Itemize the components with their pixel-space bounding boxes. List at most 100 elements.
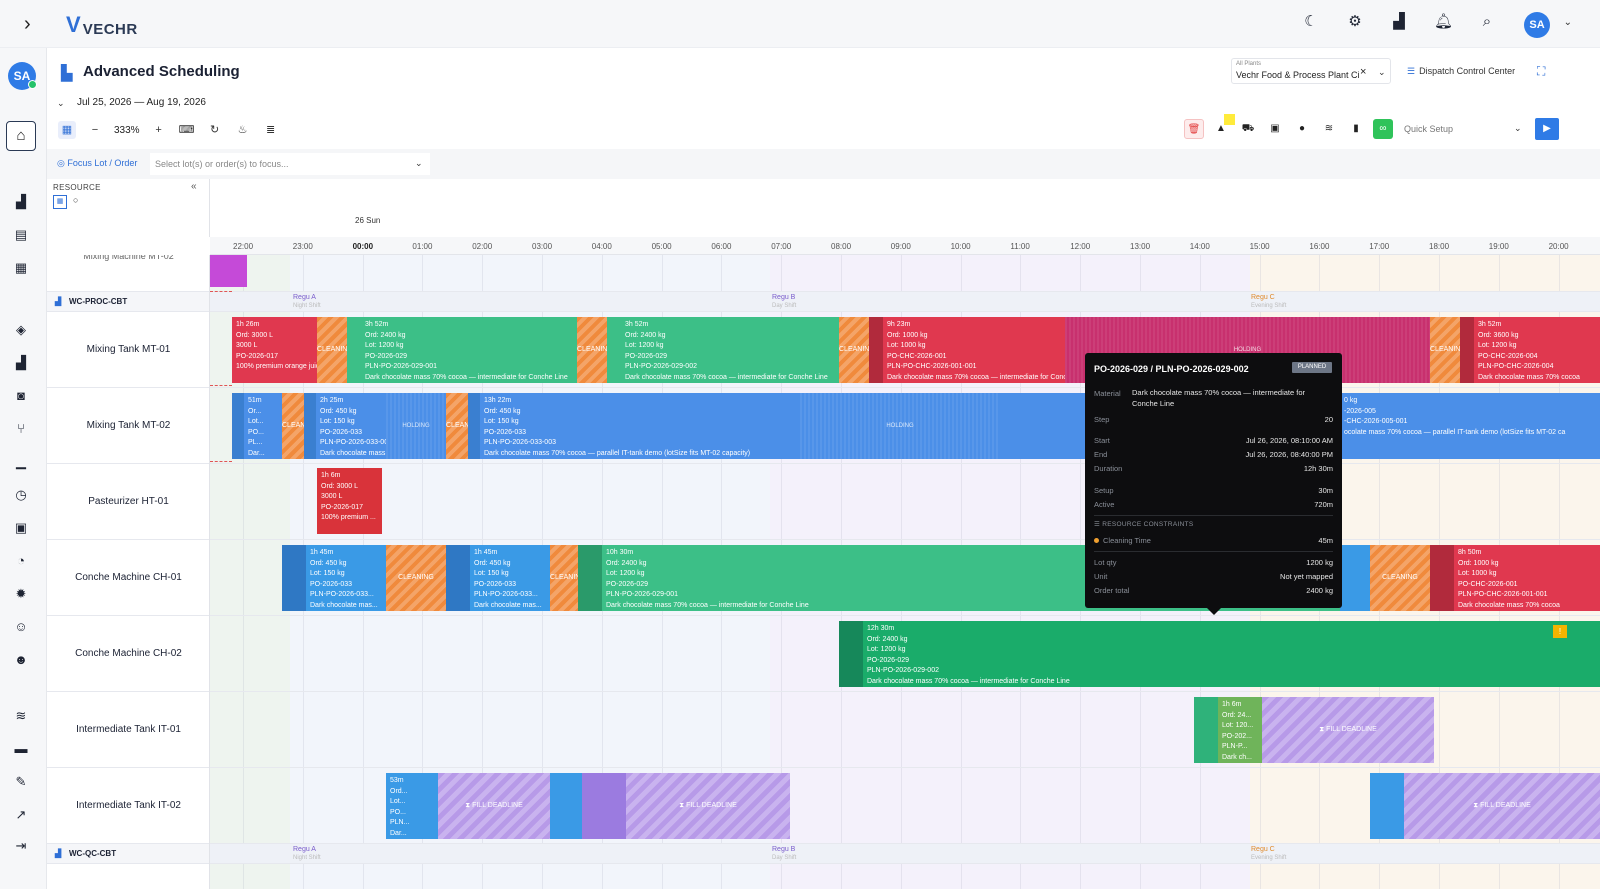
alert-circle-icon[interactable]: ● [1298,123,1306,134]
operation-block[interactable]: 2h 25m Ord: 450 kg Lot: 150 kg PO-2026-0… [316,393,386,459]
bell-icon[interactable]: 🔔︎ [1434,13,1454,30]
run-schedule-button[interactable]: ▶ [1535,118,1559,140]
resource-row-label[interactable]: Intermediate Tank IT-01 [47,692,209,768]
calendar-icon[interactable]: ▦ [58,121,76,139]
clock-icon[interactable]: ◷ [15,487,27,502]
home-icon[interactable]: ⌂ [6,121,36,151]
lock-icon[interactable]: ▮ [1353,123,1359,134]
operation-block[interactable] [1430,545,1454,611]
users-icon[interactable]: ☻ [14,652,28,667]
robot-icon[interactable]: ⚙ [1348,13,1362,30]
operation-block[interactable] [446,545,470,611]
cleaning-block[interactable]: CLEANING [282,393,304,459]
layers-icon[interactable]: ≋ [1324,123,1334,134]
circle-icon[interactable]: ○ [73,195,79,205]
sidebar-avatar[interactable]: SA [8,62,36,90]
warning-icon[interactable]: ! [1553,625,1567,638]
resource-row-label[interactable]: Mixing Machine MT-02 [47,255,209,292]
delete-icon[interactable]: 🗑︎ [1184,119,1204,139]
briefcase-icon[interactable]: ▬ [14,741,28,756]
clear-icon[interactable]: × [1360,66,1367,78]
operation-block[interactable] [607,317,621,383]
signal-icon[interactable]: ▁ [16,454,26,469]
boxes-icon[interactable]: ◈ [16,322,26,337]
user-avatar[interactable]: SA [1524,12,1550,38]
operation-block[interactable]: 8h 50m Ord: 1000 kg Lot: 1000 kg PO-CHC-… [1454,545,1600,611]
operation-block[interactable] [347,317,361,383]
resource-row-label[interactable]: Conche Machine CH-01 [47,540,209,616]
chevron-down-icon[interactable]: ⌄ [415,158,423,168]
resource-row-label[interactable]: Intermediate Tank IT-02 [47,768,209,844]
operation-block[interactable] [578,545,602,611]
operation-block[interactable] [232,393,244,459]
gear-icon[interactable]: ✹ [15,586,27,601]
date-range[interactable]: Jul 25, 2026 — Aug 19, 2026 [77,97,206,108]
operation-block[interactable]: 51m Or... Lot... PO... PL... Dar... [244,393,282,459]
chevron-down-icon[interactable]: ⌄ [1563,17,1572,28]
warning-icon[interactable]: ▲ [1216,123,1226,134]
truck-icon[interactable]: ⛟ [1241,123,1255,134]
operation-block[interactable] [1460,317,1474,383]
robot-icon[interactable]: ◙ [17,388,25,403]
operation-block[interactable]: 3h 52m Ord: 3600 kg Lot: 1200 kg PO-CHC-… [1474,317,1600,383]
factory-icon[interactable]: ▟ [16,194,26,209]
operation-block[interactable] [1194,697,1218,763]
ruler-icon[interactable]: ✎ [15,774,27,789]
cleaning-block[interactable]: CLEANING [317,317,347,383]
grid-view-icon[interactable]: ▦ [53,195,67,209]
cleaning-block[interactable]: CLEANING [839,317,869,383]
operation-block[interactable] [582,773,626,839]
resource-row-label[interactable]: Mixing Tank MT-02 [47,388,209,464]
fill-deadline-block[interactable]: ⧗ FILL DEADLINE [626,773,790,839]
operation-block[interactable]: 9h 23m Ord: 1000 kg Lot: 1000 kg PO-CHC-… [883,317,1065,383]
zoom-in-button[interactable]: + [155,124,162,136]
cleaning-block[interactable]: CLEANING [446,393,468,459]
flow-icon[interactable]: ⑂ [17,421,25,436]
cleaning-block[interactable]: CLEANING [1430,317,1460,383]
chevron-down-icon[interactable]: ⌄ [1378,67,1386,77]
warehouse-icon[interactable]: ▦ [14,260,28,275]
quick-setup-select[interactable]: Quick Setup [1404,124,1454,134]
collapse-icon[interactable]: « [191,181,197,192]
chevron-down-icon[interactable]: ⌄ [1514,123,1522,133]
map-icon[interactable]: ▤ [14,227,28,242]
operation-block[interactable] [1340,545,1370,611]
dispatch-control-link[interactable]: ☰ Dispatch Control Center [1407,66,1515,77]
operation-block[interactable]: 1h 45m Ord: 450 kg Lot: 150 kg PO-2026-0… [306,545,386,611]
operation-block[interactable] [1370,773,1404,839]
expand-sidebar-icon[interactable]: › [24,13,31,35]
logo[interactable]: V VECHR [66,10,138,38]
holding-block[interactable] [386,393,446,459]
keyboard-icon[interactable]: ⌨ [178,124,195,136]
fire-icon[interactable]: ♨ [237,124,248,136]
focus-select[interactable]: Select lot(s) or order(s) to focus... [150,153,430,175]
layers-icon[interactable]: ≋ [15,708,27,723]
user-check-icon[interactable]: ☺ [14,619,28,634]
filter-icon[interactable]: ≣ [265,124,276,136]
operation-block[interactable] [869,317,883,383]
operation-block[interactable] [468,393,480,459]
logout-icon[interactable]: ⇥ [15,838,27,853]
chart-line-icon[interactable]: ↗ [15,807,27,822]
calendar-x-icon[interactable]: ▣ [1270,123,1280,134]
resource-row-label[interactable]: Conche Machine CH-02 [47,616,209,692]
stopwatch-icon[interactable]: ◔ [17,553,25,568]
search-icon[interactable]: ⌕ [1482,13,1492,30]
cleaning-block[interactable]: CLEANING [550,545,578,611]
work-center-group[interactable]: ▟ WC-PROC-CBT [47,292,209,312]
zoom-out-button[interactable]: − [91,124,99,136]
cleaning-block[interactable]: CLEANING [386,545,446,611]
fullscreen-icon[interactable]: ⛶ [1537,64,1546,78]
cleaning-block[interactable]: CLEANING [1370,545,1430,611]
operation-block[interactable]: 3h 52m Ord: 2400 kg Lot: 1200 kg PO-2026… [361,317,577,383]
operation-block[interactable]: 1h 6m Ord: 24... Lot: 120... PO-202... P… [1218,697,1262,763]
operation-block[interactable] [282,545,306,611]
refresh-icon[interactable]: ↻ [209,124,220,136]
factory-icon[interactable]: ▟ [1393,13,1405,30]
operation-block[interactable] [210,255,247,287]
operation-block[interactable] [550,773,582,839]
operation-block[interactable] [304,393,316,459]
resource-row-label[interactable]: Mixing Tank MT-01 [47,312,209,388]
operation-block[interactable]: 0 kg -2026-005 -CHC-2026-005-001 ocolate… [1340,393,1600,459]
fill-deadline-block[interactable]: ⧗ FILL DEADLINE [1262,697,1434,763]
